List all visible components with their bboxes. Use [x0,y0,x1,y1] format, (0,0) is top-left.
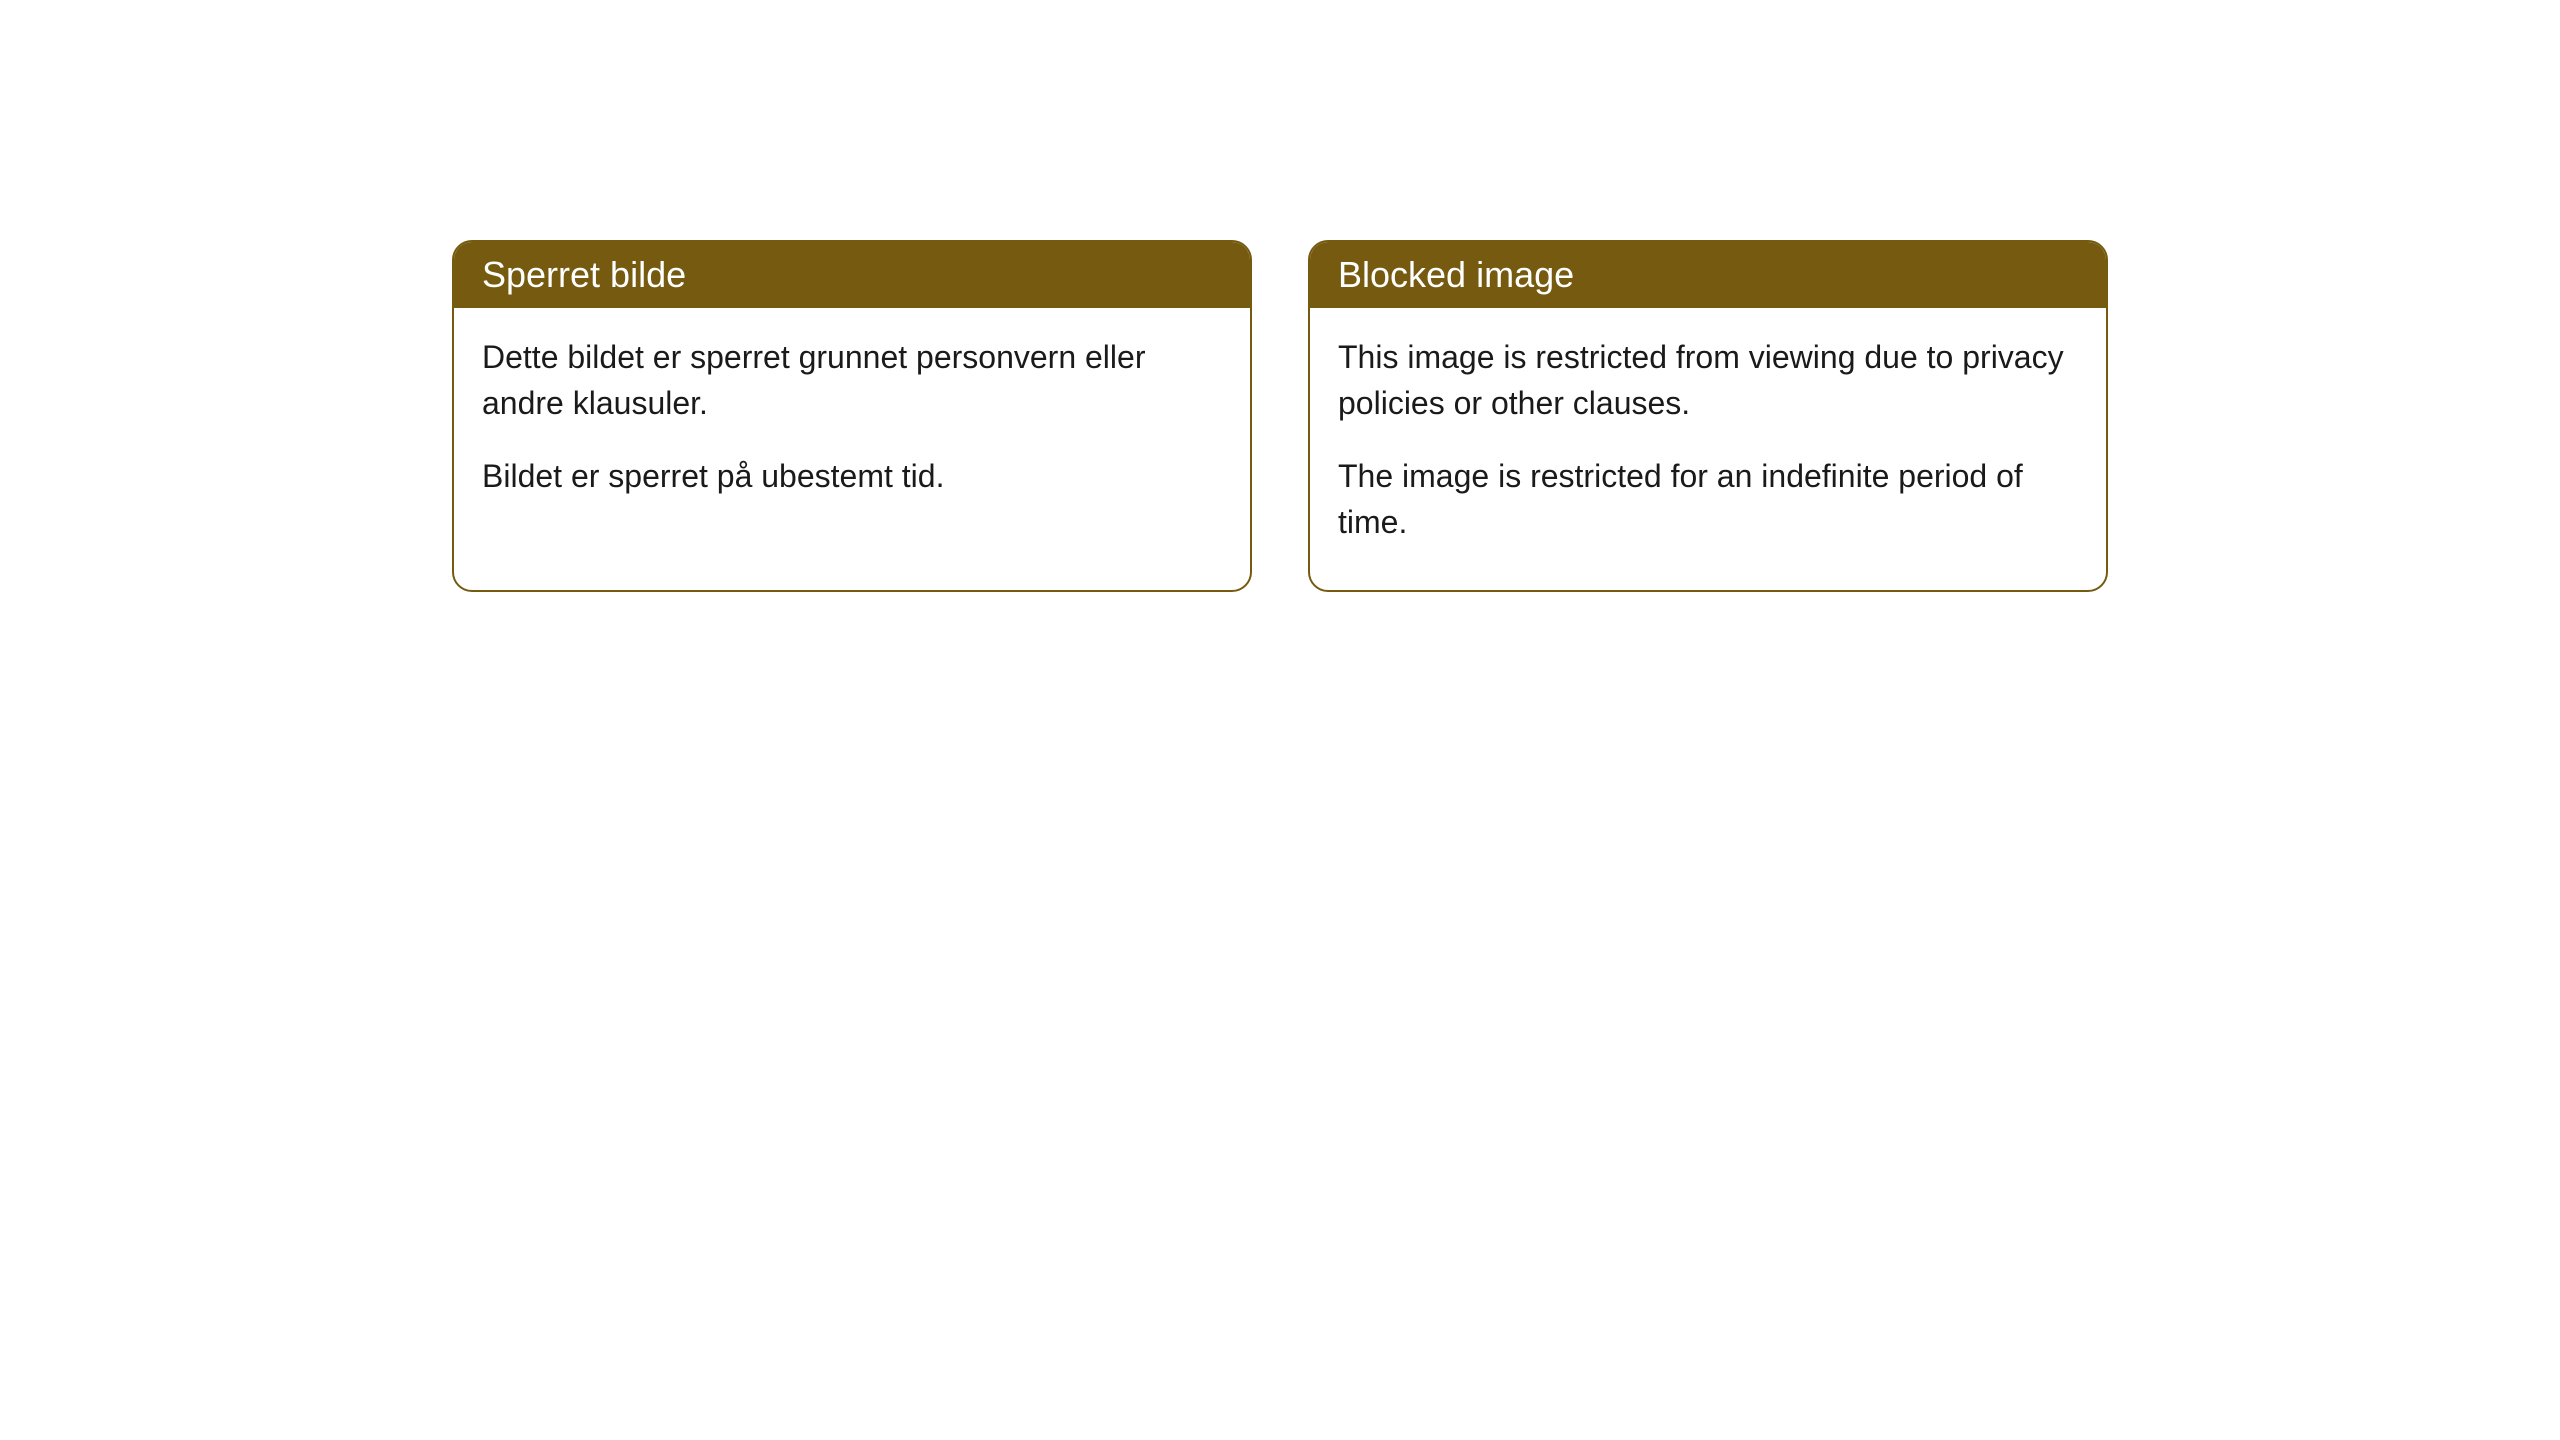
card-title: Blocked image [1338,254,1574,295]
card-header-norwegian: Sperret bilde [454,242,1250,308]
notice-cards-container: Sperret bilde Dette bildet er sperret gr… [452,240,2108,592]
card-paragraph: Bildet er sperret på ubestemt tid. [482,453,1222,499]
card-paragraph: This image is restricted from viewing du… [1338,334,2078,427]
blocked-image-card-english: Blocked image This image is restricted f… [1308,240,2108,592]
card-paragraph: Dette bildet er sperret grunnet personve… [482,334,1222,427]
card-body-norwegian: Dette bildet er sperret grunnet personve… [454,308,1250,543]
blocked-image-card-norwegian: Sperret bilde Dette bildet er sperret gr… [452,240,1252,592]
card-header-english: Blocked image [1310,242,2106,308]
card-title: Sperret bilde [482,254,686,295]
card-paragraph: The image is restricted for an indefinit… [1338,453,2078,546]
card-body-english: This image is restricted from viewing du… [1310,308,2106,590]
